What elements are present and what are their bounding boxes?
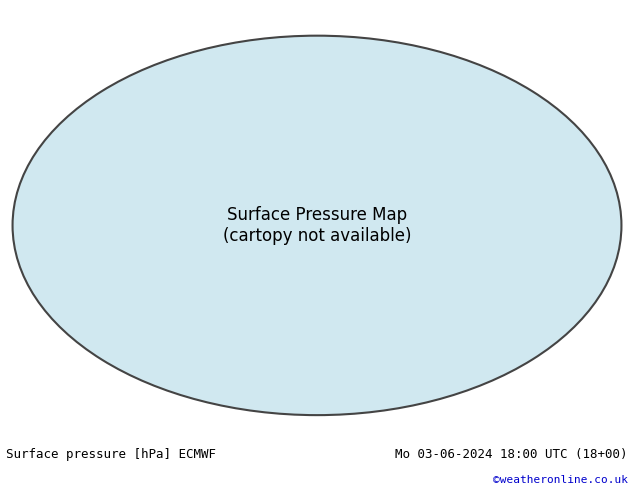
Ellipse shape bbox=[13, 36, 621, 415]
Text: Mo 03-06-2024 18:00 UTC (18+00): Mo 03-06-2024 18:00 UTC (18+00) bbox=[395, 447, 628, 461]
Text: Surface pressure [hPa] ECMWF: Surface pressure [hPa] ECMWF bbox=[6, 447, 216, 461]
Text: ©weatheronline.co.uk: ©weatheronline.co.uk bbox=[493, 475, 628, 485]
Text: Surface Pressure Map
(cartopy not available): Surface Pressure Map (cartopy not availa… bbox=[223, 206, 411, 245]
